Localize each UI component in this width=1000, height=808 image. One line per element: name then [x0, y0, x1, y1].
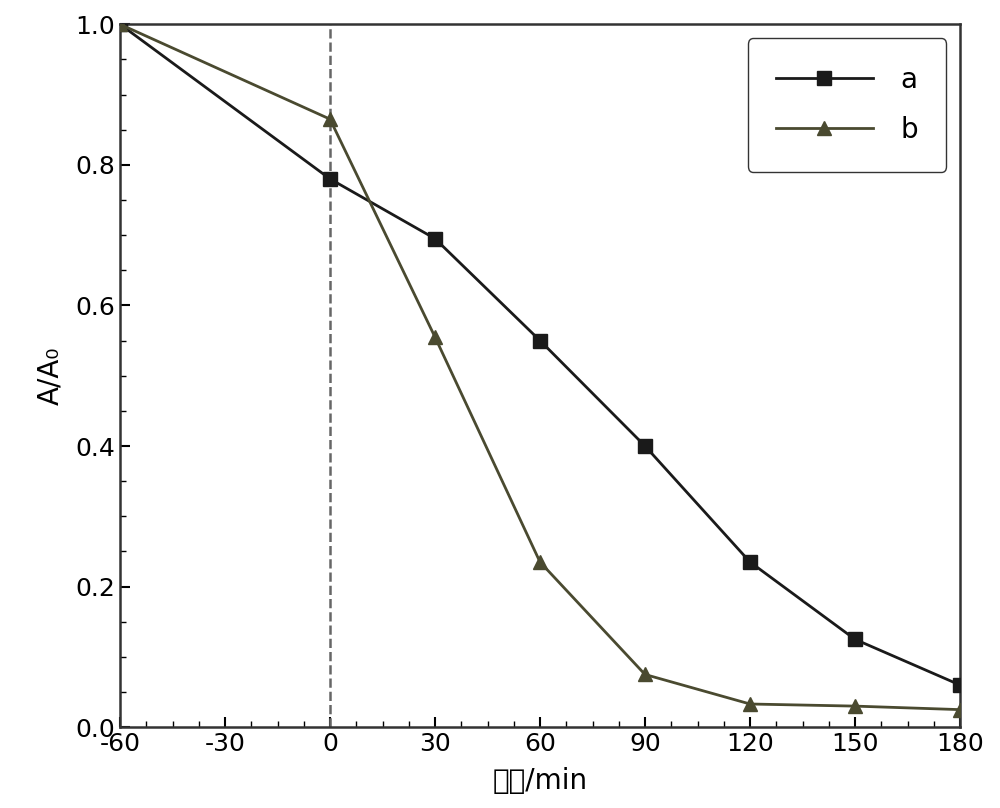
X-axis label: 时间/min: 时间/min	[492, 767, 588, 795]
Y-axis label: A/A₀: A/A₀	[36, 347, 64, 405]
b	[954, 705, 966, 714]
b	[639, 670, 651, 680]
Legend: a, b: a, b	[748, 38, 946, 172]
b	[534, 558, 546, 567]
a	[849, 634, 861, 644]
a	[744, 558, 756, 567]
a	[429, 234, 441, 243]
a	[954, 680, 966, 690]
Line: b: b	[113, 17, 967, 717]
a	[114, 19, 126, 29]
a	[534, 336, 546, 346]
a	[639, 441, 651, 451]
a	[324, 174, 336, 183]
b	[744, 699, 756, 709]
b	[114, 19, 126, 29]
b	[429, 332, 441, 342]
b	[849, 701, 861, 711]
Line: a: a	[113, 17, 967, 692]
b	[324, 114, 336, 124]
